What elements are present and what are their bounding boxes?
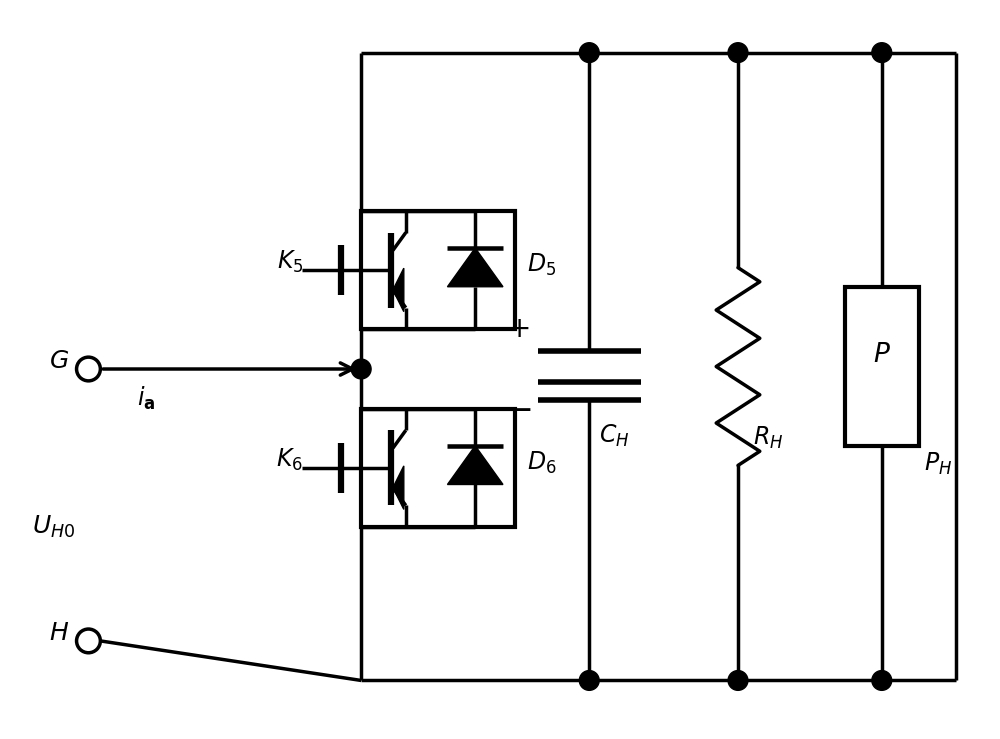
Text: $C_H$: $C_H$ xyxy=(599,423,630,449)
Bar xyxy=(361,211,515,330)
Polygon shape xyxy=(447,248,503,287)
Text: $K_6$: $K_6$ xyxy=(276,447,303,473)
Circle shape xyxy=(728,670,748,690)
Bar xyxy=(845,287,919,446)
Text: $-$: $-$ xyxy=(505,392,531,425)
Circle shape xyxy=(872,670,892,690)
Polygon shape xyxy=(393,268,404,312)
Polygon shape xyxy=(393,466,404,509)
Circle shape xyxy=(728,43,748,63)
Text: $R_H$: $R_H$ xyxy=(753,425,783,451)
Circle shape xyxy=(872,43,892,63)
Text: $K_5$: $K_5$ xyxy=(277,249,303,276)
Text: $P$: $P$ xyxy=(873,341,891,368)
Text: $G$: $G$ xyxy=(49,349,69,373)
Text: $P_H$: $P_H$ xyxy=(924,451,952,477)
Text: $D_5$: $D_5$ xyxy=(527,252,556,279)
Circle shape xyxy=(579,670,599,690)
Circle shape xyxy=(351,359,371,379)
Bar xyxy=(361,409,515,527)
Circle shape xyxy=(579,43,599,63)
Text: $+$: $+$ xyxy=(507,315,529,343)
Text: $H$: $H$ xyxy=(49,621,69,645)
Polygon shape xyxy=(447,446,503,485)
Text: $D_6$: $D_6$ xyxy=(527,450,556,476)
Text: $\mathit{i}_{\mathbf{a}}$: $\mathit{i}_{\mathbf{a}}$ xyxy=(137,385,155,412)
Text: $U_{H0}$: $U_{H0}$ xyxy=(32,514,75,540)
